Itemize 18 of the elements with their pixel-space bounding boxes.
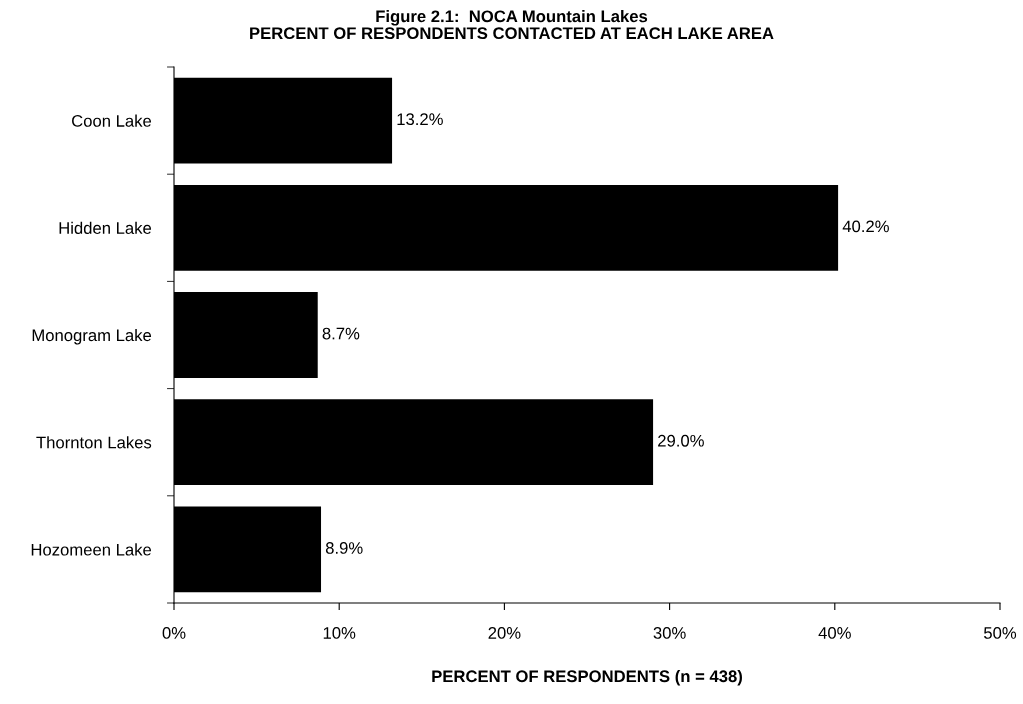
x-tick-label: 20% — [488, 627, 521, 639]
y-tick-label: Thornton Lakes — [36, 436, 152, 449]
x-tick-label: 10% — [323, 627, 356, 639]
x-tick-label: 30% — [653, 627, 686, 639]
x-tick-label: 40% — [818, 627, 851, 639]
y-tick-label: Coon Lake — [72, 114, 152, 127]
chart-title: Figure 2.1: NOCA Mountain Lakes PERCENT OF RESPONDENTS CONTACTED AT EACH LAKE AREA — [250, 10, 774, 40]
data-label: 29.0% — [658, 434, 704, 447]
data-label: 40.2% — [842, 220, 889, 233]
data-label: 13.2% — [397, 113, 443, 126]
y-tick-label: Hozomeen Lake — [31, 543, 152, 556]
data-label: 8.9% — [325, 542, 363, 554]
x-axis-title: PERCENT OF RESPONDENTS (n = 438) — [432, 669, 742, 686]
x-tick-label: 50% — [983, 627, 1017, 639]
x-tick-label: 0% — [162, 627, 186, 639]
y-tick-label: Hidden Lake — [59, 221, 152, 234]
y-tick-label: Monogram Lake — [32, 328, 152, 345]
data-label: 8.7% — [322, 327, 360, 340]
